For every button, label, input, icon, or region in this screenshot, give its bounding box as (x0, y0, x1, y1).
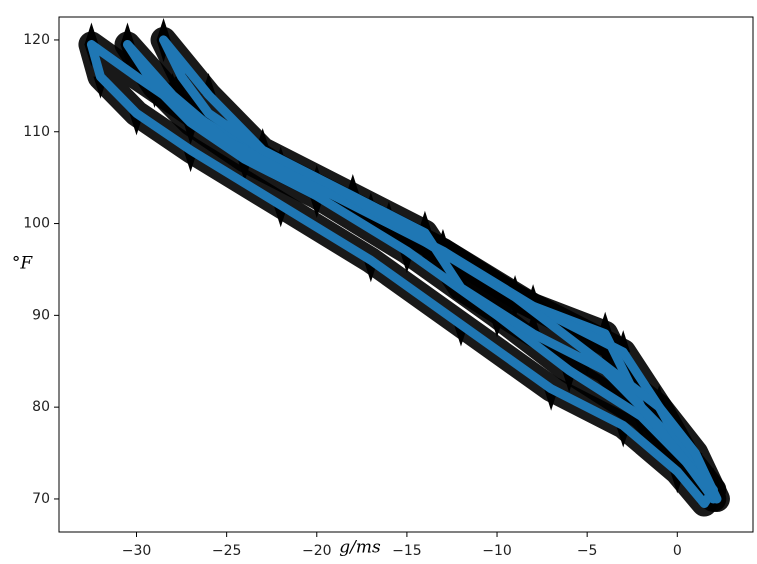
x-tick-label: −15 (392, 543, 422, 559)
x-tick-label: 0 (673, 543, 682, 559)
y-axis-label: °F (12, 254, 34, 274)
x-tick-label: −20 (302, 543, 332, 559)
x-axis-label: g/ms (339, 538, 381, 558)
y-tick-label: 80 (32, 399, 50, 415)
y-tick-label: 100 (23, 216, 50, 232)
arrow-head (84, 22, 99, 45)
x-tick-label: −25 (212, 543, 242, 559)
arrow-head (156, 17, 171, 40)
plot-frame (58, 16, 754, 533)
arrow-head (120, 22, 135, 45)
x-tick-label: −5 (577, 543, 598, 559)
x-tick-label: −30 (122, 543, 152, 559)
series-line (159, 35, 722, 504)
y-tick-label: 90 (32, 307, 50, 323)
y-tick-label: 120 (23, 32, 50, 48)
x-tick-label: −10 (482, 543, 512, 559)
y-tick-label: 70 (32, 491, 50, 507)
y-tick-label: 110 (23, 124, 50, 140)
